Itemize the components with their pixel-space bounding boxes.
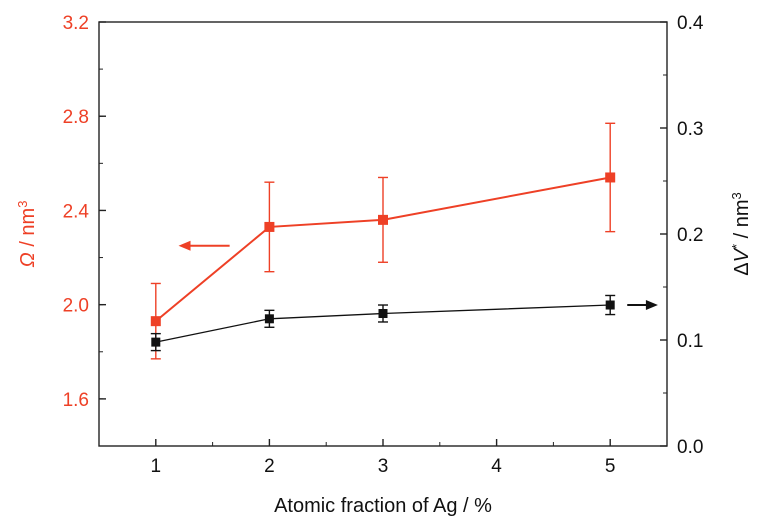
left-axis-tick-label: 2.0 [63,296,89,317]
series-left-point [264,221,275,232]
left-axis-title: Ω / nm3 [15,201,40,268]
x-axis-tick-label: 4 [491,456,502,477]
series-right-point [605,300,615,310]
series-right-point [378,309,388,318]
right-axis-tick-label: 0.0 [677,437,703,458]
right-axis-tick-label: 0.2 [677,225,703,246]
left-axis: 1.6 2.0 2.4 2.8 3.2 [63,13,106,447]
x-axis-tick-label: 3 [378,456,389,477]
left-axis-tick-label: 2.4 [63,201,90,222]
series-right-point [151,337,161,347]
right-axis-title: ΔV* / nm3 [729,192,754,275]
right-axis-tick-label: 0.3 [677,119,703,140]
x-axis-tick-label: 5 [605,456,616,477]
x-axis-title: Atomic fraction of Ag / % [274,495,492,517]
left-axis-tick-label: 3.2 [63,13,89,34]
series-left-line [155,176,611,322]
x-axis-tick-label: 1 [151,456,162,477]
left-axis-tick-label: 2.8 [63,107,89,128]
series-left-point [605,172,616,183]
annotation-layer [178,240,658,311]
x-axis: 1 2 3 4 5 [151,439,616,477]
series-layer [150,122,616,360]
series-left-point [378,214,388,225]
right-axis: 0.0 0.1 0.2 0.3 0.4 [660,13,704,458]
right-axis-tick-label: 0.4 [677,13,704,34]
arrow-left-head [178,240,191,251]
right-axis-tick-label: 0.1 [677,331,703,352]
x-axis-tick-label: 2 [264,456,275,477]
series-right-line [155,304,611,343]
series-right-point [264,314,274,324]
series-left-point [150,316,161,327]
arrow-right-head [645,300,658,311]
left-axis-tick-label: 1.6 [63,390,89,411]
